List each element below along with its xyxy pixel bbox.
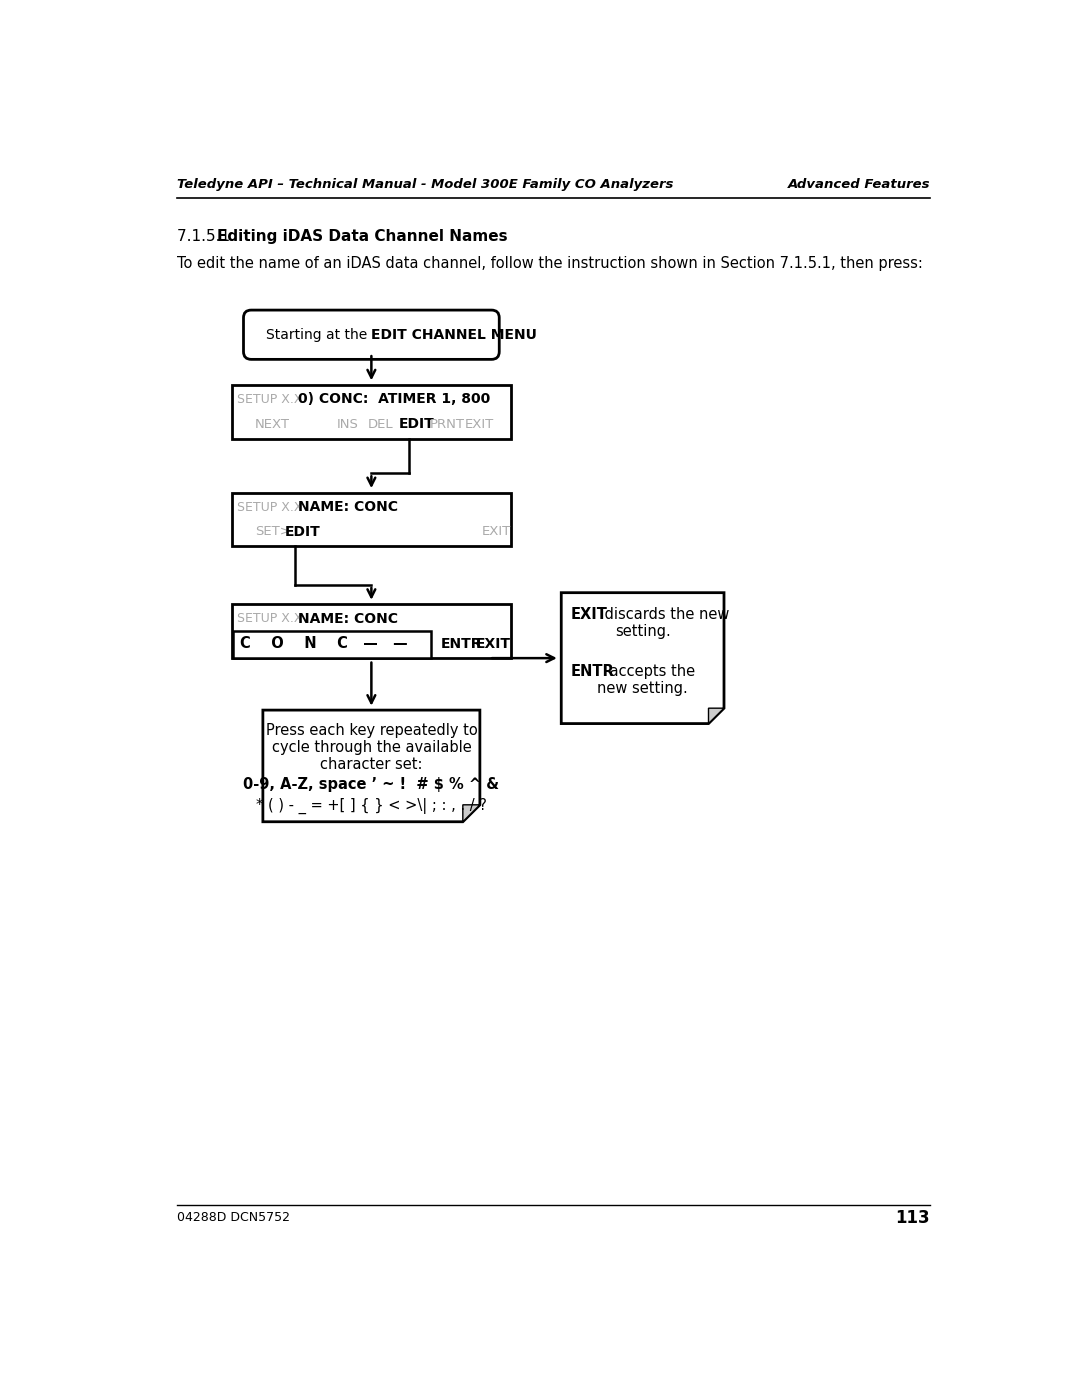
Text: SET>: SET> xyxy=(255,525,291,538)
Text: Advanced Features: Advanced Features xyxy=(787,177,930,191)
Text: NAME: CONC: NAME: CONC xyxy=(298,612,397,626)
Text: DEL: DEL xyxy=(367,418,393,430)
Text: 113: 113 xyxy=(895,1208,930,1227)
Text: discards the new: discards the new xyxy=(600,606,729,622)
Text: PRNT: PRNT xyxy=(430,418,464,430)
Text: Editing iDAS Data Channel Names: Editing iDAS Data Channel Names xyxy=(217,229,508,244)
Text: EDIT: EDIT xyxy=(399,418,434,432)
Bar xyxy=(233,631,431,658)
Text: Press each key repeatedly to: Press each key repeatedly to xyxy=(266,724,477,738)
Text: EDIT CHANNEL MENU: EDIT CHANNEL MENU xyxy=(372,328,537,342)
Text: C    O    N    C   —   —: C O N C — — xyxy=(240,636,407,651)
Text: Starting at the: Starting at the xyxy=(266,328,372,342)
Polygon shape xyxy=(562,592,724,724)
Text: EXIT: EXIT xyxy=(476,637,511,651)
Text: NAME: CONC: NAME: CONC xyxy=(298,500,397,514)
Text: accepts the: accepts the xyxy=(605,664,694,679)
Text: * ( ) - _ = +[ ] { } < >\| ; : , . / ?: * ( ) - _ = +[ ] { } < >\| ; : , . / ? xyxy=(256,798,487,814)
Polygon shape xyxy=(708,708,724,724)
Text: INS: INS xyxy=(337,418,359,430)
Text: To edit the name of an iDAS data channel, follow the instruction shown in Sectio: To edit the name of an iDAS data channel… xyxy=(177,257,922,271)
Polygon shape xyxy=(463,805,480,821)
Text: 04288D DCN5752: 04288D DCN5752 xyxy=(177,1211,289,1224)
Text: NEXT: NEXT xyxy=(255,418,291,430)
Text: EDIT: EDIT xyxy=(284,525,321,539)
FancyBboxPatch shape xyxy=(243,310,499,359)
Bar xyxy=(232,384,511,439)
Text: EXIT: EXIT xyxy=(482,525,511,538)
Text: SETUP X.X: SETUP X.X xyxy=(237,612,302,626)
Text: new setting.: new setting. xyxy=(597,680,688,696)
Text: ENTR: ENTR xyxy=(570,664,615,679)
Bar xyxy=(232,605,511,658)
Text: 0) CONC:  ATIMER 1, 800: 0) CONC: ATIMER 1, 800 xyxy=(298,393,490,407)
Text: setting.: setting. xyxy=(615,623,671,638)
Polygon shape xyxy=(262,710,480,821)
Text: ENTR: ENTR xyxy=(441,637,483,651)
Text: SETUP X.X: SETUP X.X xyxy=(237,393,302,407)
Text: cycle through the available: cycle through the available xyxy=(271,740,471,754)
Text: EXIT: EXIT xyxy=(464,418,494,430)
Text: 7.1.5.1.: 7.1.5.1. xyxy=(177,229,240,244)
Text: EXIT: EXIT xyxy=(570,606,607,622)
Text: SETUP X.X: SETUP X.X xyxy=(237,500,302,514)
Text: 0-9, A-Z, space ’ ~ !  # $ % ^ &: 0-9, A-Z, space ’ ~ ! # $ % ^ & xyxy=(243,777,499,792)
Text: Teledyne API – Technical Manual - Model 300E Family CO Analyzers: Teledyne API – Technical Manual - Model … xyxy=(177,177,673,191)
Bar xyxy=(232,493,511,546)
Text: character set:: character set: xyxy=(320,757,422,773)
